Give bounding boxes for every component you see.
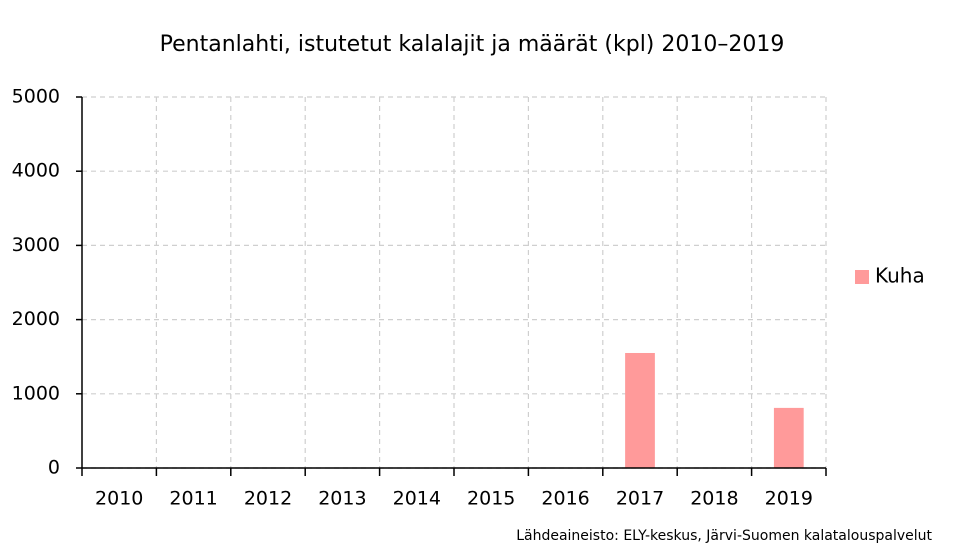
x-tick-label: 2017 xyxy=(616,488,664,510)
x-tick-label: 2015 xyxy=(467,488,515,510)
x-tick-label: 2018 xyxy=(690,488,738,510)
y-tick-label: 2000 xyxy=(12,308,60,330)
legend-swatch xyxy=(855,270,869,284)
legend-label: Kuha xyxy=(875,264,925,288)
bar xyxy=(773,407,804,468)
x-tick-label: 2016 xyxy=(541,488,589,510)
x-tick-label: 2019 xyxy=(765,488,813,510)
x-tick-label: 2010 xyxy=(95,488,143,510)
y-tick-label: 4000 xyxy=(12,160,60,182)
source-note: Lähdeaineisto: ELY-keskus, Järvi-Suomen … xyxy=(516,528,932,544)
x-tick-label: 2013 xyxy=(318,488,366,510)
bar xyxy=(625,352,655,468)
x-tick-label: 2014 xyxy=(393,488,441,510)
chart-title: Pentanlahti, istutetut kalalajit ja määr… xyxy=(160,32,785,57)
y-tick-label: 5000 xyxy=(12,86,60,108)
x-tick-label: 2012 xyxy=(244,488,292,510)
y-tick-label: 1000 xyxy=(12,382,60,404)
x-tick-label: 2011 xyxy=(169,488,217,510)
y-tick-label: 3000 xyxy=(12,234,60,256)
y-tick-label: 0 xyxy=(48,457,60,479)
